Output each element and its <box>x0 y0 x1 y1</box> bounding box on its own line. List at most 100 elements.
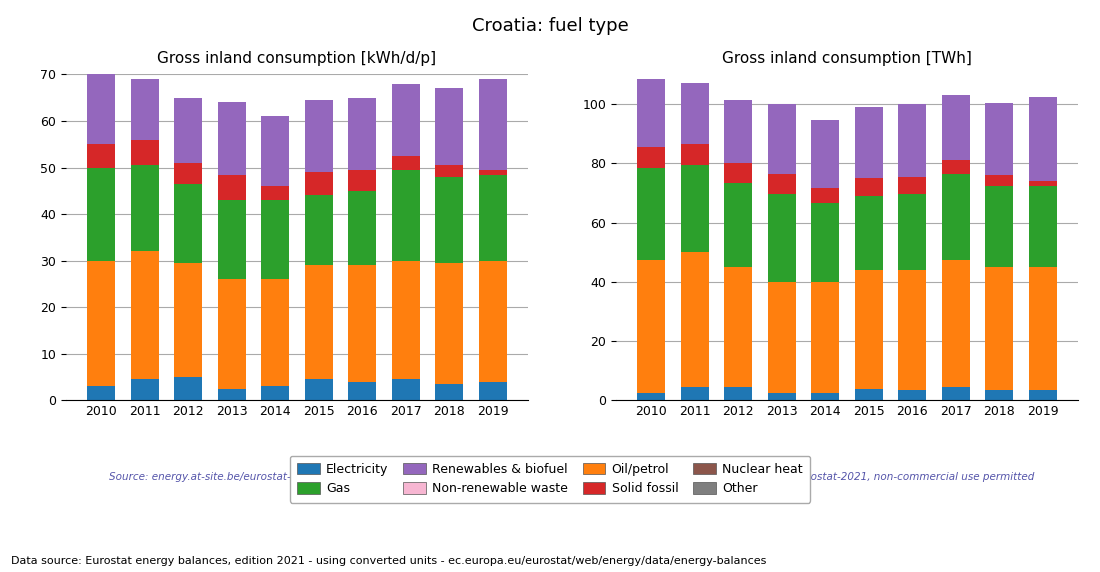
Bar <box>348 191 376 265</box>
Bar <box>436 165 463 177</box>
Bar <box>637 168 666 260</box>
Bar <box>724 267 752 387</box>
Text: Source: energy.at-site.be/eurostat-2021, non-commercial use permitted: Source: energy.at-site.be/eurostat-2021,… <box>659 472 1035 482</box>
Bar <box>305 172 333 196</box>
Bar <box>986 390 1013 400</box>
Bar <box>986 185 1013 267</box>
Bar <box>724 163 752 182</box>
Bar <box>261 279 289 387</box>
Bar <box>898 177 926 194</box>
Bar <box>436 384 463 400</box>
Bar <box>1028 267 1057 390</box>
Bar <box>855 107 883 178</box>
Bar <box>305 379 333 400</box>
Bar <box>1028 390 1057 400</box>
Bar <box>392 156 420 170</box>
Bar <box>811 120 839 189</box>
Bar <box>855 270 883 388</box>
Bar <box>218 389 246 400</box>
Bar <box>218 279 246 389</box>
Bar <box>942 160 970 174</box>
Bar <box>898 270 926 390</box>
Bar <box>942 95 970 160</box>
Title: Gross inland consumption [kWh/d/p]: Gross inland consumption [kWh/d/p] <box>157 51 437 66</box>
Bar <box>724 387 752 400</box>
Bar <box>261 116 289 186</box>
Bar <box>392 261 420 379</box>
Bar <box>348 98 376 170</box>
Bar <box>768 393 796 400</box>
Bar <box>87 168 116 261</box>
Bar <box>768 104 796 174</box>
Legend: Electricity, Gas, Renewables & biofuel, Non-renewable waste, Oil/petrol, Solid f: Electricity, Gas, Renewables & biofuel, … <box>289 455 811 503</box>
Bar <box>724 182 752 267</box>
Bar <box>131 165 158 251</box>
Bar <box>768 194 796 282</box>
Bar <box>87 261 116 387</box>
Bar <box>1028 185 1057 267</box>
Bar <box>637 147 666 168</box>
Bar <box>131 140 158 165</box>
Bar <box>174 184 202 263</box>
Bar <box>87 387 116 400</box>
Bar <box>942 174 970 260</box>
Bar <box>811 189 839 203</box>
Bar <box>942 260 970 387</box>
Bar <box>637 79 666 147</box>
Bar <box>392 84 420 156</box>
Bar <box>436 177 463 263</box>
Bar <box>478 79 507 170</box>
Bar <box>811 393 839 400</box>
Bar <box>131 251 158 379</box>
Bar <box>348 170 376 191</box>
Bar <box>218 200 246 279</box>
Bar <box>131 79 158 140</box>
Bar <box>898 104 926 177</box>
Bar <box>174 263 202 377</box>
Bar <box>811 282 839 393</box>
Bar <box>637 260 666 393</box>
Text: Source: energy.at-site.be/eurostat-2021, non-commercial use permitted: Source: energy.at-site.be/eurostat-2021,… <box>109 472 485 482</box>
Bar <box>478 382 507 400</box>
Bar <box>478 261 507 382</box>
Bar <box>637 393 666 400</box>
Bar <box>392 379 420 400</box>
Bar <box>768 282 796 393</box>
Text: Data source: Eurostat energy balances, edition 2021 - using converted units - ec: Data source: Eurostat energy balances, e… <box>11 557 767 566</box>
Bar <box>87 144 116 168</box>
Bar <box>261 186 289 200</box>
Bar <box>724 100 752 163</box>
Bar <box>261 200 289 279</box>
Bar <box>436 263 463 384</box>
Bar <box>768 174 796 194</box>
Bar <box>174 377 202 400</box>
Bar <box>811 203 839 282</box>
Bar <box>1028 97 1057 181</box>
Bar <box>174 163 202 184</box>
Bar <box>174 98 202 163</box>
Bar <box>436 88 463 165</box>
Bar <box>348 265 376 382</box>
Bar <box>942 387 970 400</box>
Bar <box>131 379 158 400</box>
Bar <box>218 174 246 200</box>
Bar <box>855 178 883 196</box>
Bar <box>898 194 926 270</box>
Bar <box>898 390 926 400</box>
Bar <box>305 100 333 172</box>
Bar <box>305 196 333 265</box>
Bar <box>681 84 708 144</box>
Text: Croatia: fuel type: Croatia: fuel type <box>472 17 628 35</box>
Bar <box>218 102 246 174</box>
Bar <box>855 196 883 270</box>
Bar <box>681 252 708 387</box>
Bar <box>87 74 116 144</box>
Bar <box>681 144 708 165</box>
Bar <box>478 170 507 174</box>
Title: Gross inland consumption [TWh]: Gross inland consumption [TWh] <box>722 51 972 66</box>
Bar <box>681 165 708 252</box>
Bar <box>478 174 507 261</box>
Bar <box>1028 181 1057 185</box>
Bar <box>986 267 1013 390</box>
Bar <box>261 387 289 400</box>
